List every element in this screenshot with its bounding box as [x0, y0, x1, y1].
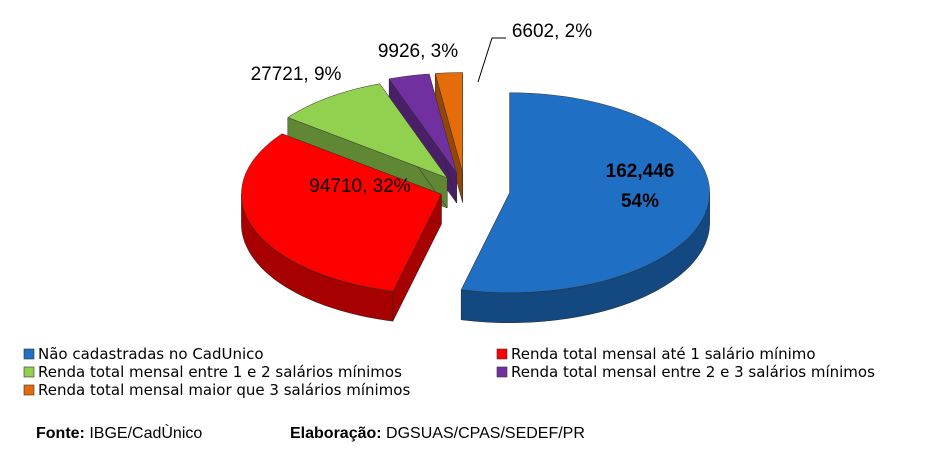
data-label: 6602, 2% [512, 21, 592, 42]
legend-swatch [496, 348, 508, 360]
legend-swatch [23, 348, 35, 360]
data-label-line: 162,446 [606, 161, 675, 182]
data-label: 162,446 54% [606, 161, 675, 212]
legend: Não cadastradas no CadUnico Renda total m… [23, 345, 875, 399]
data-label: 9926, 3% [378, 41, 458, 62]
data-label-line: 54% [621, 191, 659, 212]
slice [241, 133, 442, 322]
legend-swatch [23, 384, 35, 396]
footer: Elaboração: DGSUAS/CPAS/SEDEF/PR [290, 425, 585, 442]
slice-top [388, 73, 457, 174]
leader-line [477, 37, 506, 83]
legend-label: Renda total mensal maior que 3 salários … [38, 381, 410, 399]
legend-swatch [23, 366, 35, 378]
source: IBGE/CadÙnico [89, 423, 202, 442]
source-label: Fonte: [36, 425, 85, 442]
slice [460, 92, 710, 323]
data-label: 27721, 9% [251, 64, 342, 85]
legend-label: Renda total mensal até 1 salário mínimo [511, 345, 816, 363]
author-label: Elaboração: [290, 425, 382, 442]
slice [287, 83, 448, 209]
author: DGSUAS/CPAS/SEDEF/PR [386, 425, 585, 442]
pie [241, 72, 710, 323]
footer: Fonte: IBGE/CadÙnico [36, 423, 202, 442]
data-label: 94710, 32% [309, 176, 411, 197]
legend-label: Renda total mensal entre 1 e 2 salários … [38, 363, 402, 381]
slice-top [241, 133, 442, 292]
slice-top [460, 92, 710, 293]
legend-label: Não cadastradas no CadUnico [38, 345, 264, 363]
slice-top [287, 83, 448, 179]
slice-side-shade [461, 192, 710, 323]
legend-swatch [496, 366, 508, 378]
slice-side-shade [392, 194, 442, 322]
legend-label: Renda total mensal entre 2 e 3 salários … [511, 363, 875, 381]
slice-top [434, 72, 463, 173]
slice-side-shade [241, 194, 393, 322]
